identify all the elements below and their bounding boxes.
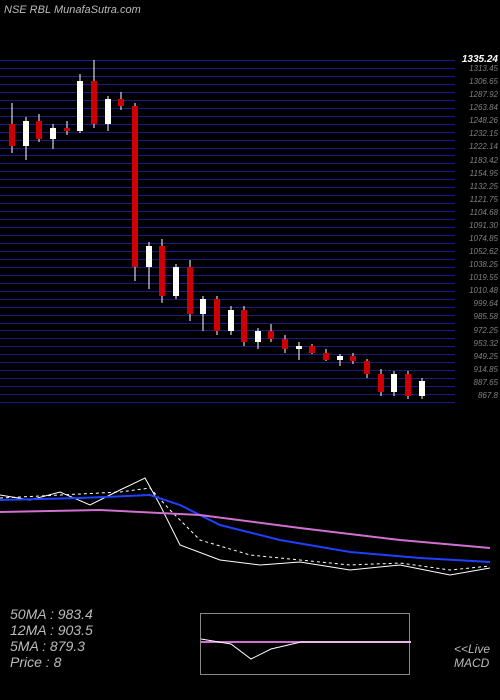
price-tick-label: 1132.25 bbox=[470, 183, 498, 191]
price-tick-label: 1263.84 bbox=[469, 104, 498, 112]
price-tick-label: 1222.14 bbox=[469, 143, 498, 151]
price-tick-label: 985.58 bbox=[474, 313, 498, 321]
price-tick-label: 1038.25 bbox=[469, 261, 498, 269]
price-tick-label: 1052.62 bbox=[469, 248, 498, 256]
chart-grid bbox=[0, 60, 455, 410]
exchange-symbol: NSE RBL bbox=[4, 4, 51, 16]
price-tick-label: 887.65 bbox=[474, 379, 498, 387]
price-tick-label: 1091.30 bbox=[469, 222, 498, 230]
indicator-svg bbox=[0, 470, 500, 600]
indicator-line-fast bbox=[0, 478, 490, 575]
price-tick-label: 1154.95 bbox=[470, 170, 498, 178]
price-tick-label: 1019.55 bbox=[469, 274, 498, 282]
macd-label-line1: <<Live bbox=[454, 642, 490, 656]
price-tick-label: 949.25 bbox=[474, 353, 498, 361]
price-tick-label: 972.25 bbox=[474, 327, 498, 335]
indicator-line-ma_slow bbox=[0, 510, 490, 548]
price-tick-label: 1121.75 bbox=[470, 196, 498, 204]
price-tick-label: 1306.65 bbox=[469, 78, 498, 86]
price-tick-label: 1104.68 bbox=[470, 209, 498, 217]
macd-label: <<Live MACD bbox=[454, 642, 490, 670]
stat-row: 5MA : 879.3 bbox=[10, 638, 93, 654]
price-tick-label: 914.85 bbox=[474, 366, 498, 374]
chart-header: NSE RBL MunafaSutra.com bbox=[4, 4, 141, 16]
indicator-panel bbox=[0, 470, 500, 600]
price-tick-label: 1313.45 bbox=[469, 65, 498, 73]
price-tick-label: 953.32 bbox=[474, 340, 498, 348]
price-tick-label: 1232.15 bbox=[469, 130, 498, 138]
price-tick-label: 1287.92 bbox=[469, 91, 498, 99]
stat-row: 12MA : 903.5 bbox=[10, 622, 93, 638]
price-axis: 1313.45 1306.65 1287.92 1263.84 1248.26 1232.… bbox=[455, 60, 500, 410]
price-tick-label: 999.64 bbox=[474, 300, 498, 308]
macd-label-line2: MACD bbox=[454, 656, 490, 670]
macd-inset bbox=[200, 613, 410, 675]
price-tick-label: 1248.26 bbox=[469, 117, 498, 125]
price-tick-label: 1074.85 bbox=[469, 235, 498, 243]
price-tick-label: 1183.42 bbox=[470, 157, 498, 165]
price-tick-label: 1010.48 bbox=[469, 287, 498, 295]
current-price-flag: 1335.24 bbox=[462, 54, 498, 65]
candlestick-chart bbox=[0, 60, 455, 410]
inset-svg bbox=[201, 614, 411, 676]
stats-block: 50MA : 983.412MA : 903.55MA : 879.3Price… bbox=[10, 606, 93, 670]
stat-row: Price : 8 bbox=[10, 654, 93, 670]
stat-row: 50MA : 983.4 bbox=[10, 606, 93, 622]
price-tick-label: 867.8 bbox=[478, 392, 498, 400]
site-name: MunafaSutra.com bbox=[54, 4, 141, 16]
indicator-line-ma50 bbox=[0, 495, 490, 562]
